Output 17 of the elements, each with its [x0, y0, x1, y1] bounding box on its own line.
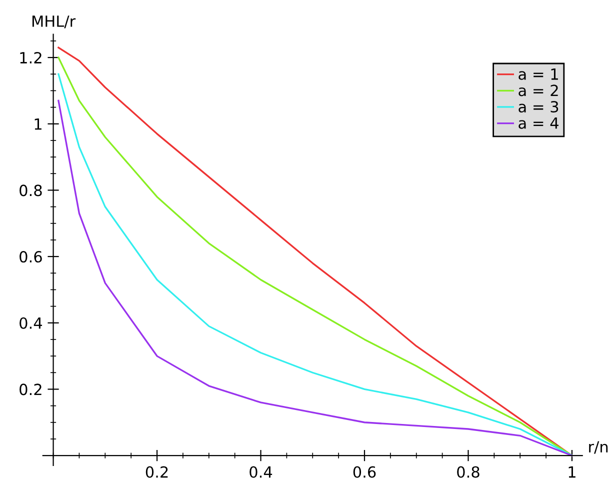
- legend-label: a = 1: [518, 68, 558, 80]
- legend-label: a = 4: [518, 117, 558, 129]
- x-tick-label: 0.8: [457, 466, 480, 478]
- y-tick-label: 1.2: [20, 52, 42, 64]
- y-tick-label: 0.8: [20, 184, 42, 196]
- y-tick-label: 0.6: [20, 251, 42, 263]
- legend-label: a = 3: [518, 100, 558, 113]
- y-axis-title: MHL/r: [32, 16, 76, 28]
- x-tick-label: 0.4: [250, 466, 272, 478]
- x-tick-label: 0.2: [146, 466, 168, 478]
- x-axis-title: r/n: [589, 441, 608, 454]
- x-tick-label: 1: [568, 466, 576, 478]
- legend-label: a = 2: [518, 84, 558, 96]
- x-tick-label: 0.6: [353, 466, 376, 478]
- y-tick-label: 1: [34, 118, 42, 130]
- y-tick-label: 0.2: [20, 384, 42, 396]
- y-tick-label: 0.4: [20, 317, 42, 329]
